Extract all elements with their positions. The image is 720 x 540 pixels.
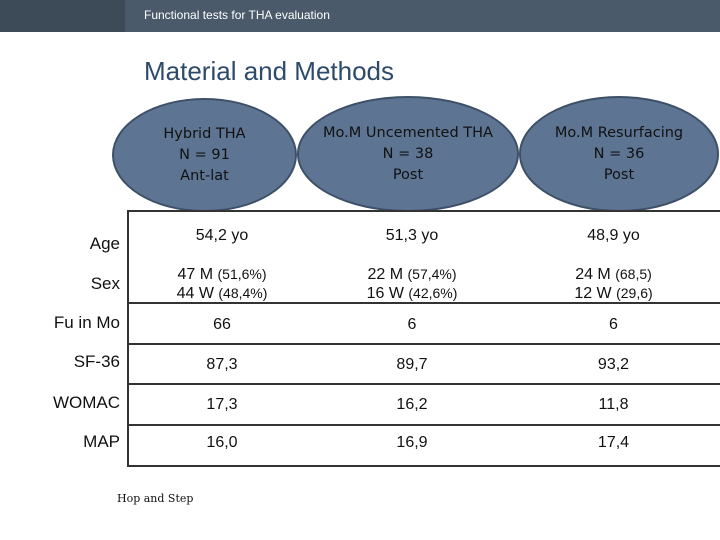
row-label-map: MAP <box>83 432 120 451</box>
group-name: Mo.M Uncemented THA <box>323 124 493 141</box>
row-label-sex: Sex <box>90 274 120 293</box>
sex-female-count: 12 W <box>574 285 612 302</box>
group-approach: Post <box>392 166 424 183</box>
cell-sf36-uncemented: 89,7 <box>396 356 428 373</box>
row-label-sf36: SF-36 <box>73 352 120 371</box>
sex-female-percent: (29,6) <box>616 285 653 301</box>
group-header-hybrid: Hybrid THA N = 91 Ant-lat <box>112 98 297 212</box>
group-n: N = 36 <box>593 145 645 162</box>
row-divider <box>127 424 720 426</box>
sex-female-count: 16 W <box>366 285 404 302</box>
data-table <box>127 210 720 467</box>
header-subtitle: Functional tests for THA evaluation <box>144 8 330 22</box>
sex-male-percent: (68,5) <box>615 266 652 282</box>
sex-female-percent: (42,6%) <box>408 285 458 301</box>
cell-sf36-hybrid: 87,3 <box>206 356 238 373</box>
header-accent-block <box>0 0 125 32</box>
cell-age-uncemented: 51,3 yo <box>385 227 439 244</box>
group-header-mom-uncemented: Mo.M Uncemented THA N = 38 Post <box>297 96 519 212</box>
sex-female-count: 44 W <box>176 285 214 302</box>
cell-sex-resurfacing: 24 M (68,5) 12 W (29,6) <box>507 265 720 303</box>
sex-male-count: 24 M <box>575 266 611 283</box>
cell-fu-hybrid: 66 <box>213 316 231 333</box>
row-label-womac: WOMAC <box>52 393 120 412</box>
cell-map-hybrid: 16,0 <box>206 434 238 451</box>
group-n: N = 38 <box>382 145 434 162</box>
cell-age-resurfacing: 48,9 yo <box>587 227 640 244</box>
cell-womac-uncemented: 16,2 <box>396 396 428 413</box>
sex-male-count: 47 M <box>177 266 214 283</box>
sex-male-percent: (57,4%) <box>407 266 457 282</box>
group-name: Hybrid THA <box>163 125 246 142</box>
group-approach: Post <box>603 166 635 183</box>
row-label-fu: Fu in Mo <box>53 313 120 332</box>
sex-male-count: 22 M <box>367 266 404 283</box>
cell-age-hybrid: 54,2 yo <box>195 227 249 244</box>
cell-womac-resurfacing: 11,8 <box>598 396 629 413</box>
cell-sex-hybrid: 47 M (51,6%) 44 W (48,4%) <box>127 265 317 303</box>
cell-womac-hybrid: 17,3 <box>206 396 238 413</box>
row-label-age: Age <box>89 234 120 253</box>
cell-fu-resurfacing: 6 <box>609 316 618 333</box>
footer-note: Hop and Step <box>117 492 194 505</box>
group-header-mom-resurfacing: Mo.M Resurfacing N = 36 Post <box>519 96 719 212</box>
cell-sex-uncemented: 22 M (57,4%) 16 W (42,6%) <box>317 265 507 303</box>
sex-male-percent: (51,6%) <box>217 266 267 282</box>
cell-map-uncemented: 16,9 <box>396 434 428 451</box>
row-divider <box>127 343 720 345</box>
cell-map-resurfacing: 17,4 <box>597 434 630 451</box>
group-n: N = 91 <box>179 146 230 163</box>
group-approach: Ant-lat <box>180 167 229 184</box>
group-name: Mo.M Resurfacing <box>554 124 684 141</box>
row-divider <box>127 302 720 304</box>
sex-female-percent: (48,4%) <box>218 285 268 301</box>
cell-sf36-resurfacing: 93,2 <box>597 356 630 373</box>
slide-title: Material and Methods <box>144 56 395 86</box>
cell-fu-uncemented: 6 <box>407 316 417 333</box>
row-divider <box>127 383 720 385</box>
